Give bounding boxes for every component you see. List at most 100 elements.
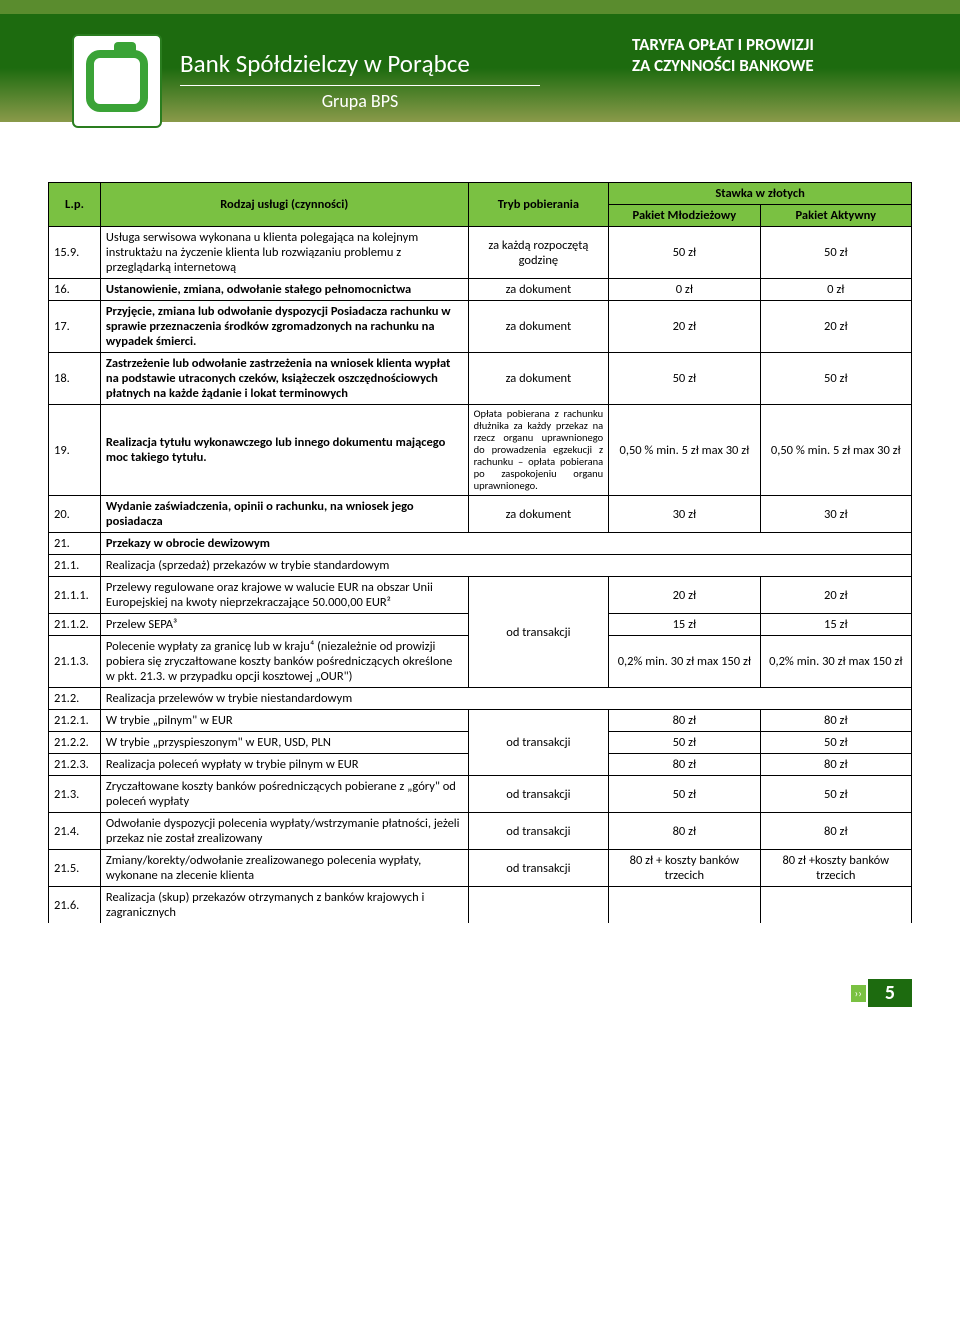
- cell-v1: 20 zł: [609, 577, 760, 614]
- cell-name: Realizacja przelewów w trybie niestandar…: [100, 688, 911, 710]
- cell-mode: za dokument: [468, 496, 609, 533]
- tariff-line2: ZA CZYNNOŚCI BANKOWE: [632, 55, 912, 76]
- bank-title-block: Bank Spółdzielczy w Porąbce Grupa BPS: [180, 28, 632, 122]
- cell-v2: 50 zł: [760, 353, 911, 405]
- table-row: 17.Przyjęcie, zmiana lub odwołanie dyspo…: [49, 301, 912, 353]
- cell-mode: od transakcji: [468, 776, 609, 813]
- header-band: Bank Spółdzielczy w Porąbce Grupa BPS TA…: [0, 14, 960, 122]
- cell-mode: za dokument: [468, 353, 609, 405]
- cell-lp: 21.2.3.: [49, 754, 101, 776]
- cell-v2: 0,2% min. 30 zł max 150 zł: [760, 636, 911, 688]
- cell-v1: [609, 887, 760, 924]
- page-footer: ›› 5: [0, 943, 960, 1027]
- cell-name: Zastrzeżenie lub odwołanie zastrzeżenia …: [100, 353, 468, 405]
- table-row: 21.1.Realizacja (sprzedaż) przekazów w t…: [49, 555, 912, 577]
- cell-mode: za każdą rozpoczętą godzinę: [468, 227, 609, 279]
- cell-lp: 21.1.2.: [49, 614, 101, 636]
- cell-v1: 0,2% min. 30 zł max 150 zł: [609, 636, 760, 688]
- cell-v2: [760, 887, 911, 924]
- table-row: 21.2.Realizacja przelewów w trybie niest…: [49, 688, 912, 710]
- table-row: 20.Wydanie zaświadczenia, opinii o rachu…: [49, 496, 912, 533]
- cell-mode: od transakcji: [468, 813, 609, 850]
- cell-mode: za dokument: [468, 279, 609, 301]
- cell-v2: 20 zł: [760, 301, 911, 353]
- col-name: Rodzaj usługi (czynności): [100, 183, 468, 227]
- cell-name: Realizacja (skup) przekazów otrzymanych …: [100, 887, 468, 924]
- cell-name: Polecenie wypłaty za granicę lub w kraju…: [100, 636, 468, 688]
- table-row: 16.Ustanowienie, zmiana, odwołanie stałe…: [49, 279, 912, 301]
- cell-name: Ustanowienie, zmiana, odwołanie stałego …: [100, 279, 468, 301]
- cell-v2: 80 zł: [760, 813, 911, 850]
- cell-name: Przekazy w obrocie dewizowym: [100, 533, 911, 555]
- table-body: 15.9.Usługa serwisowa wykonana u klienta…: [49, 227, 912, 924]
- cell-mode: [468, 887, 609, 924]
- cell-name: Przelewy regulowane oraz krajowe w waluc…: [100, 577, 468, 614]
- cell-v2: 80 zł +koszty banków trzecich: [760, 850, 911, 887]
- cell-lp: 21.2.2.: [49, 732, 101, 754]
- cell-lp: 21.4.: [49, 813, 101, 850]
- cell-v1: 80 zł: [609, 813, 760, 850]
- page-number-box: ›› 5: [851, 979, 912, 1007]
- top-accent-bar: [0, 0, 960, 14]
- table-header: L.p. Rodzaj usługi (czynności) Tryb pobi…: [49, 183, 912, 227]
- cell-v1: 50 zł: [609, 776, 760, 813]
- cell-name: Zmiany/korekty/odwołanie zrealizowanego …: [100, 850, 468, 887]
- bank-group: Grupa BPS: [180, 90, 540, 112]
- cell-v2: 50 zł: [760, 732, 911, 754]
- col-pkg2: Pakiet Aktywny: [760, 205, 911, 227]
- page-number: 5: [868, 979, 912, 1007]
- cell-lp: 21.6.: [49, 887, 101, 924]
- cell-mode: od transakcji: [468, 850, 609, 887]
- cell-v1: 80 zł: [609, 710, 760, 732]
- cell-name: Przelew SEPA³: [100, 614, 468, 636]
- bank-name: Bank Spółdzielczy w Porąbce: [180, 48, 540, 86]
- chevron-right-icon: ››: [851, 985, 866, 1002]
- table-row: 21.4.Odwołanie dyspozycji polecenia wypł…: [49, 813, 912, 850]
- cell-v1: 20 zł: [609, 301, 760, 353]
- cell-lp: 16.: [49, 279, 101, 301]
- cell-lp: 21.1.: [49, 555, 101, 577]
- table-row: 18.Zastrzeżenie lub odwołanie zastrzeżen…: [49, 353, 912, 405]
- cell-lp: 21.2.1.: [49, 710, 101, 732]
- table-row: 21.2.1.W trybie „pilnym" w EURod transak…: [49, 710, 912, 732]
- table-row: 21.5.Zmiany/korekty/odwołanie zrealizowa…: [49, 850, 912, 887]
- cell-v1: 0,50 % min. 5 zł max 30 zł: [609, 405, 760, 496]
- cell-lp: 21.2.: [49, 688, 101, 710]
- bank-logo: [72, 34, 162, 128]
- cell-lp: 21.1.3.: [49, 636, 101, 688]
- cell-lp: 17.: [49, 301, 101, 353]
- cell-v1: 50 zł: [609, 732, 760, 754]
- cell-mode: od transakcji: [468, 577, 609, 688]
- cell-name: Realizacja poleceń wypłaty w trybie piln…: [100, 754, 468, 776]
- cell-name: Przyjęcie, zmiana lub odwołanie dyspozyc…: [100, 301, 468, 353]
- cell-lp: 21.3.: [49, 776, 101, 813]
- cell-lp: 21.5.: [49, 850, 101, 887]
- col-lp: L.p.: [49, 183, 101, 227]
- col-mode: Tryb pobierania: [468, 183, 609, 227]
- cell-name: Odwołanie dyspozycji polecenia wypłaty/w…: [100, 813, 468, 850]
- cell-lp: 21.1.1.: [49, 577, 101, 614]
- cell-v1: 0 zł: [609, 279, 760, 301]
- table-row: 21.1.1.Przelewy regulowane oraz krajowe …: [49, 577, 912, 614]
- cell-v1: 30 zł: [609, 496, 760, 533]
- cell-name: W trybie „przyspieszonym" w EUR, USD, PL…: [100, 732, 468, 754]
- table-row: 21.3.Zryczałtowane koszty banków pośredn…: [49, 776, 912, 813]
- cell-v2: 20 zł: [760, 577, 911, 614]
- cell-v2: 15 zł: [760, 614, 911, 636]
- fees-table: L.p. Rodzaj usługi (czynności) Tryb pobi…: [48, 182, 912, 923]
- cell-v1: 80 zł: [609, 754, 760, 776]
- cell-lp: 15.9.: [49, 227, 101, 279]
- col-rate-group: Stawka w złotych: [609, 183, 912, 205]
- cell-lp: 21.: [49, 533, 101, 555]
- cell-mode: Opłata pobierana z rachunku dłużnika za …: [468, 405, 609, 496]
- page-content: L.p. Rodzaj usługi (czynności) Tryb pobi…: [0, 122, 960, 943]
- cell-mode: od transakcji: [468, 710, 609, 776]
- cell-lp: 18.: [49, 353, 101, 405]
- table-row: 19.Realizacja tytułu wykonawczego lub in…: [49, 405, 912, 496]
- cell-v1: 50 zł: [609, 353, 760, 405]
- cell-v1: 15 zł: [609, 614, 760, 636]
- cell-v2: 50 zł: [760, 776, 911, 813]
- logo-shape-icon: [86, 50, 148, 112]
- col-pkg1: Pakiet Młodzieżowy: [609, 205, 760, 227]
- cell-v2: 0 zł: [760, 279, 911, 301]
